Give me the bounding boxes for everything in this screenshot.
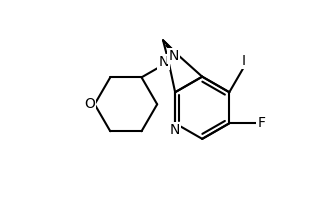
Text: F: F	[257, 116, 265, 130]
Text: O: O	[84, 97, 95, 111]
Text: N: N	[169, 49, 179, 63]
Text: I: I	[241, 54, 245, 68]
Text: N: N	[158, 55, 169, 69]
Text: N: N	[170, 123, 180, 137]
